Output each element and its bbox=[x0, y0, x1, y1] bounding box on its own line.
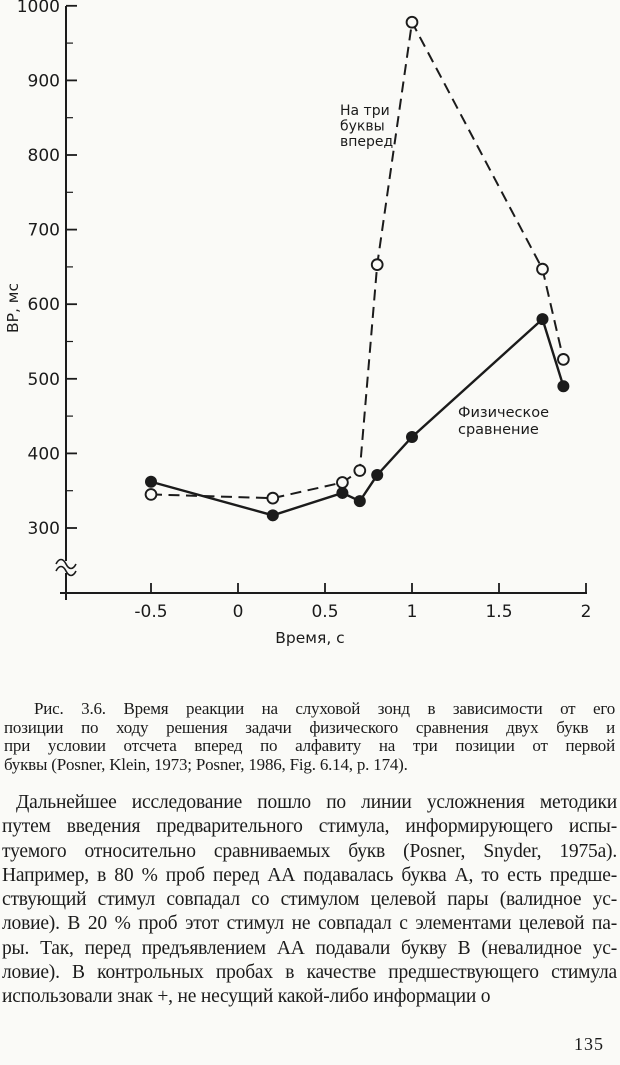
data-point-open bbox=[557, 353, 570, 366]
text-line: позиции по ходу решения задачи физическо… bbox=[4, 717, 615, 737]
x-tick-label: 0 bbox=[233, 602, 244, 622]
data-point-filled bbox=[336, 486, 349, 499]
x-tick-label: -0.5 bbox=[134, 602, 167, 622]
text-line: буквы (Posner, Klein, 1973; Posner, 1986… bbox=[4, 755, 408, 775]
data-point-filled bbox=[557, 380, 570, 393]
y-tick-label: 300 bbox=[28, 519, 60, 539]
data-point-filled bbox=[353, 495, 366, 508]
text-line: Рис. 3.6. Время реакции на слуховой зонд… bbox=[34, 699, 615, 718]
x-tick-label: 2 bbox=[581, 602, 592, 622]
y-tick-label: 600 bbox=[28, 295, 60, 315]
y-tick-label: 800 bbox=[28, 146, 60, 166]
data-point-filled bbox=[145, 475, 157, 488]
data-point-open bbox=[336, 476, 349, 489]
x-tick-label: 1 bbox=[407, 602, 418, 622]
y-tick-label: 900 bbox=[28, 71, 60, 91]
y-axis-break-mark bbox=[55, 558, 77, 570]
text-line: использовали знак +, не несущий какой-ли… bbox=[2, 986, 491, 1008]
data-point-open bbox=[353, 464, 367, 477]
text-line: ловие). В контрольных пробах в качестве … bbox=[2, 962, 617, 984]
x-tick-label: 1.5 bbox=[485, 602, 512, 622]
text-line: ры. Так, перед предъявлением АА подавали… bbox=[2, 937, 617, 959]
figure-caption: Рис. 3.6. Время реакции на слуховой зонд… bbox=[4, 699, 615, 775]
data-point-filled bbox=[266, 509, 279, 522]
data-point-open bbox=[405, 15, 419, 29]
series-line-0 bbox=[150, 316, 565, 517]
data-point-filled bbox=[536, 313, 549, 326]
series-label-1: вперед bbox=[340, 134, 393, 150]
y-tick-label: 500 bbox=[28, 370, 60, 390]
series-label-1: буквы bbox=[340, 119, 385, 135]
text-line: ловие). В 20 % проб этот стимул не совпа… bbox=[2, 913, 617, 935]
text-line: Например, в 80 % проб перед АА подавалас… bbox=[2, 864, 617, 886]
y-tick-label: 700 bbox=[28, 221, 60, 241]
data-point-open bbox=[536, 262, 549, 276]
paragraph: Дальнейшее исследование пошло по линии у… bbox=[2, 791, 617, 1010]
text-line: ствующий стимул совпадал со стимулом цел… bbox=[2, 889, 617, 911]
series-line-1 bbox=[150, 19, 565, 500]
text-line: путем введения предварительного стимула,… bbox=[2, 816, 617, 838]
page-number: 135 bbox=[574, 1034, 604, 1054]
data-point-open bbox=[144, 488, 158, 501]
data-point-filled bbox=[406, 430, 418, 443]
series-label-1: На три bbox=[340, 103, 390, 119]
series-label-0: сравнение bbox=[458, 422, 539, 438]
figure-chart: 300 400 500 600 700 800 900 1000 -0.5 0 0.5 1 1.5 2 ВР… bbox=[4, 0, 592, 647]
text-line: туемого относительно сравниваемых букв (… bbox=[2, 840, 617, 862]
data-point-open bbox=[266, 491, 280, 505]
data-point-filled bbox=[371, 469, 384, 482]
text-line: Дальнейшее исследование пошло по линии у… bbox=[16, 792, 617, 813]
y-axis-title: ВР, мс bbox=[4, 283, 22, 333]
x-axis-title: Время, с bbox=[275, 629, 344, 647]
data-point-open bbox=[370, 258, 384, 272]
text-line: при условии отсчета вперед по алфавиту н… bbox=[4, 736, 615, 756]
series-label-0: Физическое bbox=[458, 405, 549, 421]
y-tick-label: 1000 bbox=[17, 0, 60, 17]
y-tick-label: 400 bbox=[28, 444, 60, 464]
x-tick-label: 0.5 bbox=[311, 602, 338, 622]
y-axis-break-mark bbox=[55, 565, 77, 577]
